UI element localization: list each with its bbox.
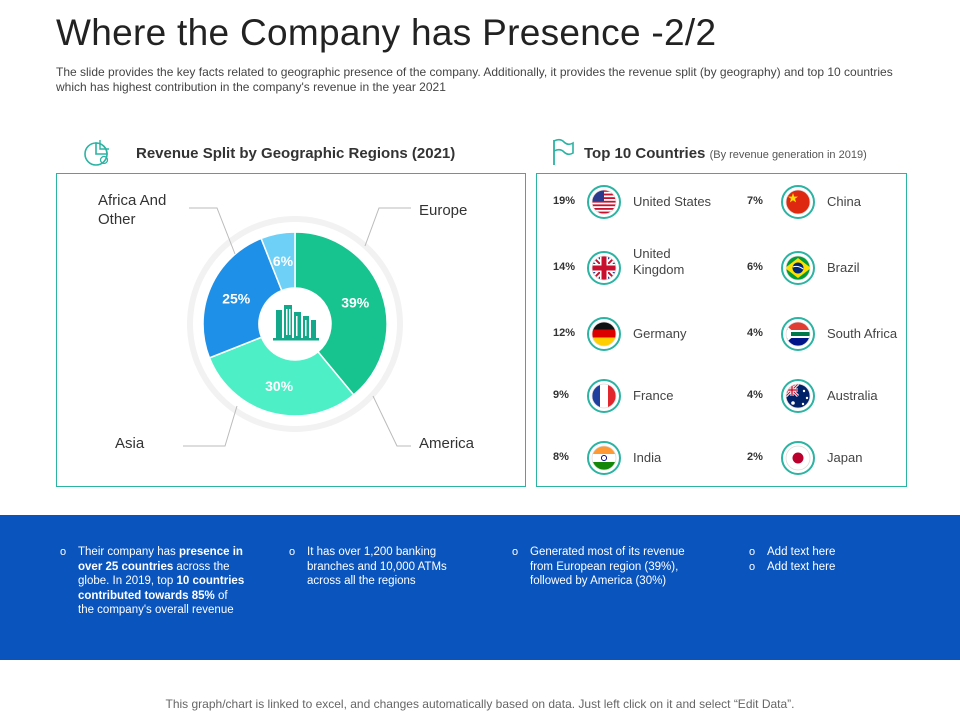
country-name: Japan — [827, 450, 863, 465]
revenue-section-heading: Revenue Split by Geographic Regions (202… — [136, 145, 456, 162]
slide-subtitle: The slide provides the key facts related… — [56, 65, 893, 94]
bullet-add-text-2[interactable]: Add text here — [749, 560, 929, 575]
pie-value-label-africa-and-other: 6% — [273, 253, 294, 269]
bullet-branches: It has over 1,200 banking branches and 1… — [289, 545, 469, 589]
uk-flag-icon — [587, 251, 621, 285]
country-row: 4% South Africa — [747, 317, 917, 351]
country-percentage: 12% — [553, 327, 576, 339]
revenue-donut-chart[interactable]: 39% 30% 25% 6% — [57, 174, 525, 486]
japan-flag-icon — [781, 441, 815, 475]
country-row: 4% Australia — [747, 379, 917, 413]
leader-line-africa — [189, 207, 236, 255]
slide-title: Where the Company has Presence -2/2 — [56, 12, 717, 53]
bullet-column-2: It has over 1,200 banking branches and 1… — [289, 545, 469, 589]
country-name: France — [633, 388, 674, 403]
country-name: Australia — [827, 388, 878, 403]
country-row: 8% India — [553, 441, 723, 475]
flag-icon — [550, 138, 576, 166]
leader-line-asia — [183, 405, 238, 447]
australia-flag-icon — [781, 379, 815, 413]
china-flag-icon — [781, 185, 815, 219]
pie-value-label-america: 30% — [265, 378, 294, 394]
brazil-flag-icon — [781, 251, 815, 285]
france-flag-icon — [587, 379, 621, 413]
country-percentage: 19% — [553, 195, 576, 207]
leader-line-europe — [364, 207, 411, 247]
country-row: 6% Brazil — [747, 251, 917, 285]
country-percentage: 8% — [553, 451, 569, 463]
bullet-column-3: Generated most of its revenue from Europ… — [512, 545, 702, 589]
south-africa-flag-icon — [781, 317, 815, 351]
india-flag-icon — [587, 441, 621, 475]
country-percentage: 9% — [553, 389, 569, 401]
country-name: United States — [633, 194, 712, 209]
bullet-presence: Their company has presence in over 25 co… — [60, 545, 245, 618]
country-name: China — [827, 194, 861, 209]
countries-panel: 19% United States 14% United Kingdom 12% Germ… — [536, 173, 907, 487]
bullet-add-text-1[interactable]: Add text here — [749, 545, 929, 560]
country-name: India — [633, 450, 662, 465]
us-flag-icon — [587, 185, 621, 219]
countries-section-heading: Top 10 Countries (By revenue generation … — [584, 145, 867, 162]
bullet-column-1: Their company has presence in over 25 co… — [60, 545, 245, 618]
pie-value-label-europe: 39% — [341, 294, 370, 310]
key-facts-band: Their company has presence in over 25 co… — [0, 515, 960, 660]
country-name: United Kingdom — [633, 246, 685, 277]
country-percentage: 2% — [747, 451, 763, 463]
country-percentage: 6% — [747, 261, 763, 273]
country-row: 12% Germany — [553, 317, 723, 351]
revenue-chart-panel: 39% 30% 25% 6% Africa And Other Europe Asia… — [56, 173, 526, 487]
leader-line-america — [372, 395, 411, 447]
country-percentage: 4% — [747, 389, 763, 401]
country-row: 2% Japan — [747, 441, 917, 475]
pie-value-label-asia: 25% — [222, 291, 251, 307]
pie-label-africa: Africa And Other — [98, 192, 167, 228]
country-percentage: 7% — [747, 195, 763, 207]
germany-flag-icon — [587, 317, 621, 351]
country-row: 14% United Kingdom — [553, 246, 723, 285]
country-name: Germany — [633, 326, 687, 341]
pie-label-america: America — [419, 435, 475, 452]
bullet-column-4: Add text here Add text here — [749, 545, 929, 574]
footer-note: This graph/chart is linked to excel, and… — [165, 697, 795, 711]
country-name: South Africa — [827, 326, 898, 341]
country-row: 7% China — [747, 185, 917, 219]
bullet-revenue: Generated most of its revenue from Europ… — [512, 545, 702, 589]
country-row: 19% United States — [553, 185, 723, 219]
pie-chart-icon — [82, 136, 114, 168]
pie-label-asia: Asia — [115, 435, 145, 452]
country-name: Brazil — [827, 260, 860, 275]
country-percentage: 4% — [747, 327, 763, 339]
pie-label-europe: Europe — [419, 202, 468, 219]
country-percentage: 14% — [553, 261, 576, 273]
building-icon — [273, 305, 319, 341]
country-row: 9% France — [553, 379, 723, 413]
